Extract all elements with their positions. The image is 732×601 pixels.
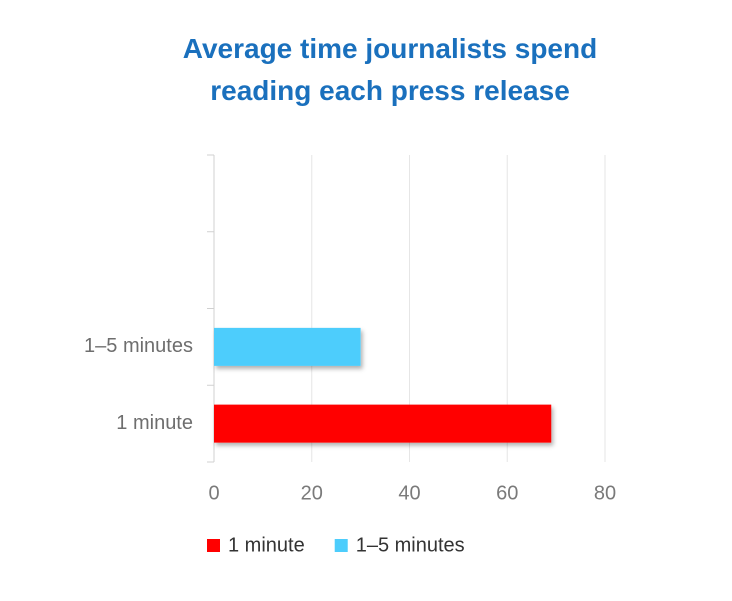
x-tick-label: 20: [301, 482, 323, 504]
x-tick-label: 40: [398, 482, 420, 504]
x-tick-label: 0: [208, 482, 219, 504]
legend-label: 1 minute: [228, 534, 305, 556]
legend-label: 1–5 minutes: [356, 534, 465, 556]
chart-title: Average time journalists spend reading e…: [182, 33, 598, 106]
legend-swatch: [207, 539, 220, 552]
x-tick-label: 80: [594, 482, 616, 504]
legend-swatch: [334, 539, 348, 552]
y-tick-label: 1–5 minutes: [84, 335, 193, 357]
y-tick-label: 1 minute: [116, 412, 193, 434]
bar: [214, 327, 361, 366]
bar: [214, 404, 552, 443]
x-tick-label: 60: [496, 482, 518, 504]
